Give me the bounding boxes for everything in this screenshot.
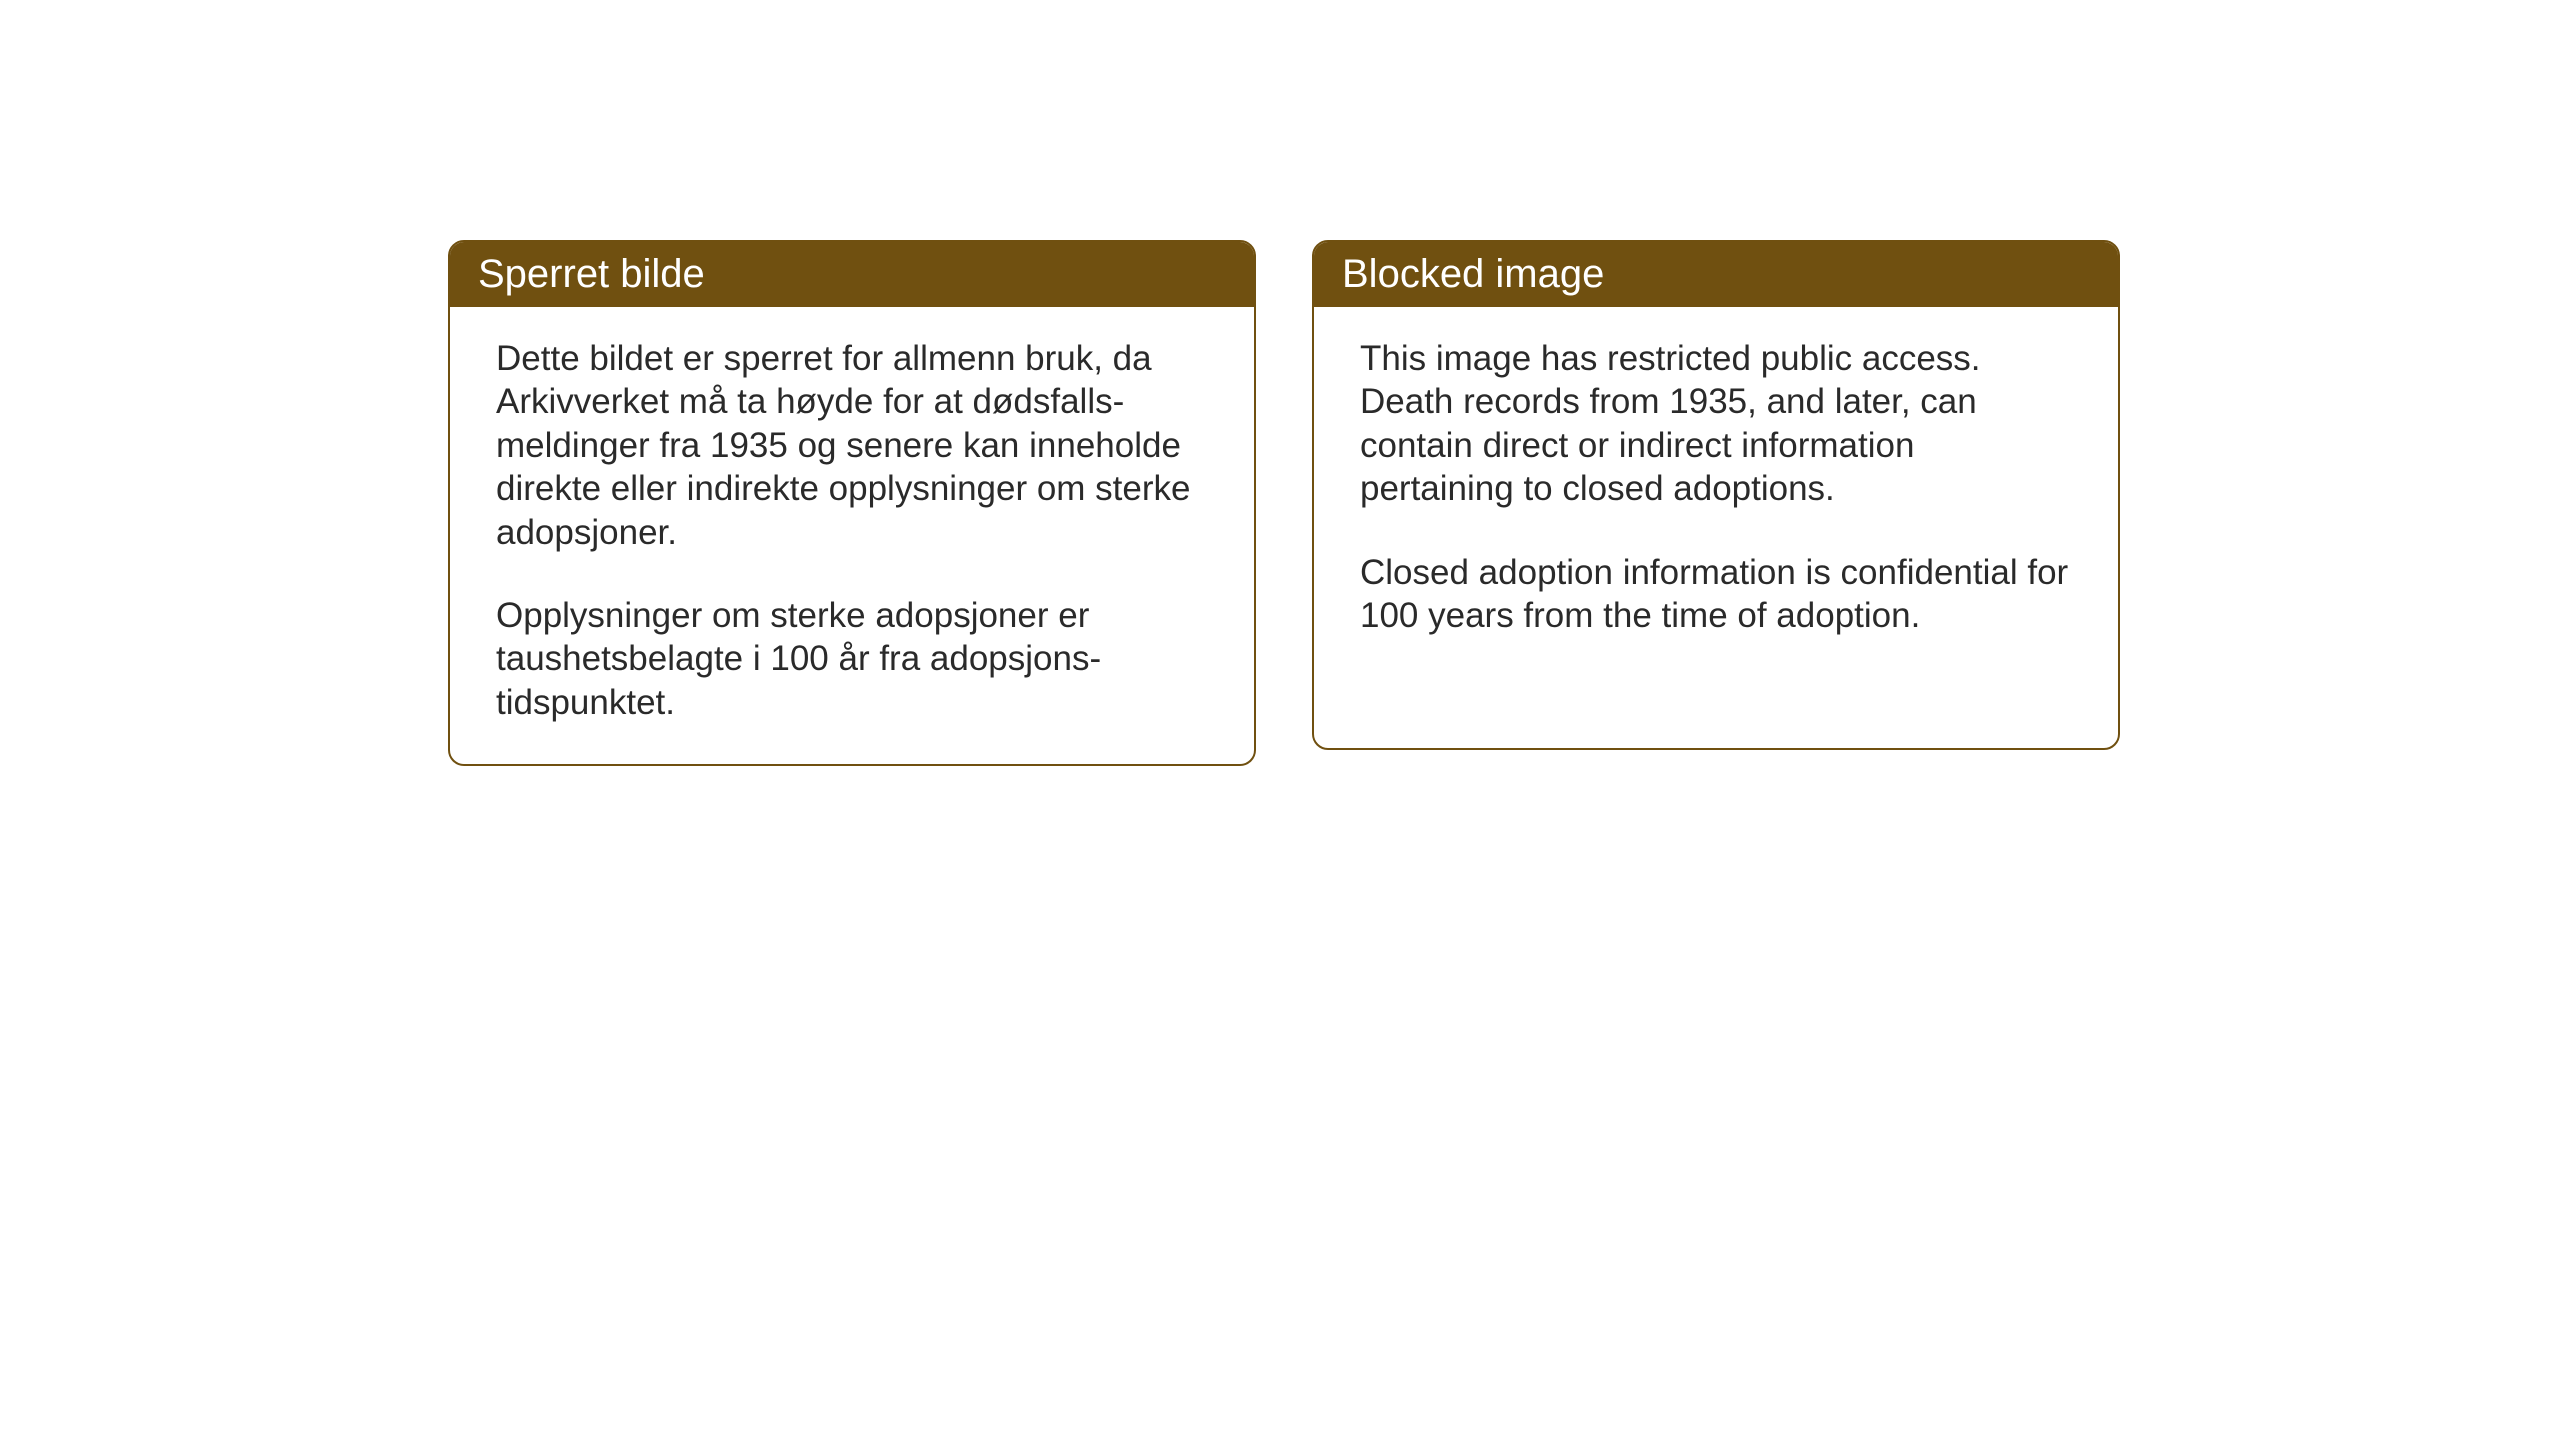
card-norwegian-body: Dette bildet er sperret for allmenn bruk… [450,307,1254,764]
card-english-title: Blocked image [1342,252,1604,296]
card-norwegian-paragraph-1: Dette bildet er sperret for allmenn bruk… [496,337,1208,554]
card-english-body: This image has restricted public access.… [1314,307,2118,677]
card-english-header: Blocked image [1314,242,2118,307]
card-english-paragraph-2: Closed adoption information is confident… [1360,551,2072,638]
card-english-paragraph-1: This image has restricted public access.… [1360,337,2072,511]
card-norwegian-title: Sperret bilde [478,252,705,296]
card-norwegian: Sperret bilde Dette bildet er sperret fo… [448,240,1256,766]
cards-container: Sperret bilde Dette bildet er sperret fo… [448,240,2120,766]
card-norwegian-paragraph-2: Opplysninger om sterke adopsjoner er tau… [496,594,1208,724]
card-english: Blocked image This image has restricted … [1312,240,2120,750]
card-norwegian-header: Sperret bilde [450,242,1254,307]
